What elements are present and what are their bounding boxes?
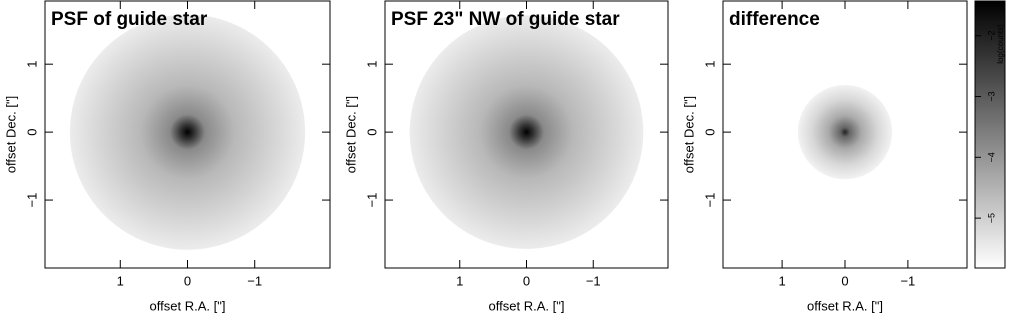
x-tick-label: 1 — [778, 273, 785, 288]
colorbar-label: log(counts) — [996, 24, 1005, 64]
panel-title: PSF 23" NW of guide star — [391, 9, 620, 30]
y-tick-label: 0 — [364, 129, 379, 136]
y-axis-label: offset Dec. ["] — [3, 96, 18, 173]
y-tick-label: −1 — [364, 193, 379, 208]
image-intensity — [797, 84, 893, 180]
x-tick-label: −1 — [586, 273, 601, 288]
x-tick-label: −1 — [247, 273, 262, 288]
colorbar — [974, 0, 1006, 269]
y-axis-label: offset Dec. ["] — [681, 96, 696, 173]
x-axis-label: offset R.A. ["] — [489, 298, 565, 313]
colorbar-tick-label: −3 — [986, 91, 996, 101]
y-tick-label: 1 — [702, 61, 717, 68]
x-tick-label: 0 — [523, 273, 530, 288]
x-tick-label: −1 — [900, 273, 915, 288]
image-intensity — [69, 14, 306, 250]
panel-title: PSF of guide star — [51, 9, 208, 30]
image-intensity — [409, 15, 644, 249]
colorbar-tick-label: −4 — [986, 152, 996, 162]
x-axis-label: offset R.A. ["] — [150, 298, 226, 313]
y-tick-label: −1 — [24, 193, 39, 208]
colorbar-tick-label: −2 — [986, 31, 996, 41]
x-axis-label: offset R.A. ["] — [807, 298, 883, 313]
x-tick-label: 0 — [841, 273, 848, 288]
colorbar-tick-label: −5 — [986, 213, 996, 223]
y-tick-label: 0 — [24, 129, 39, 136]
x-tick-label: 1 — [456, 273, 463, 288]
y-tick-label: 1 — [24, 61, 39, 68]
y-axis-label: offset Dec. ["] — [343, 96, 358, 173]
x-tick-label: 1 — [117, 273, 124, 288]
panel-title: difference — [729, 9, 820, 30]
y-tick-label: 1 — [364, 61, 379, 68]
x-tick-label: 0 — [184, 273, 191, 288]
y-tick-label: −1 — [702, 193, 717, 208]
y-tick-label: 0 — [702, 129, 717, 136]
